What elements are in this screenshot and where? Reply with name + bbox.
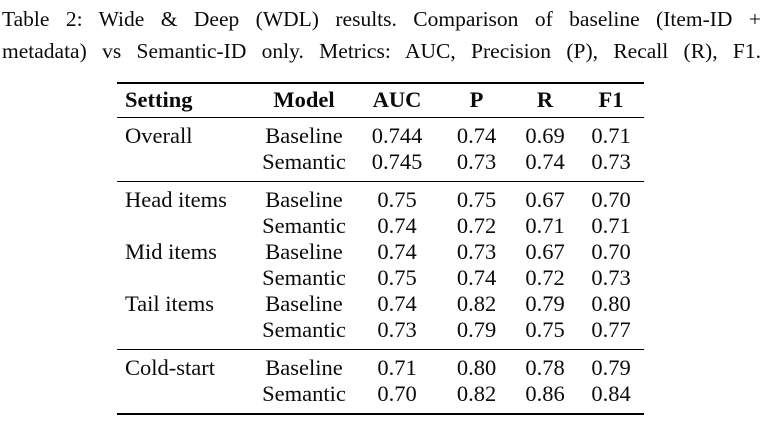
cell-p: 0.73 [456,148,497,174]
cell-p: 0.74 [456,264,497,290]
cell-p: 0.73 [456,238,497,264]
cell-model: Baseline [265,122,343,148]
cell-auc: 0.70 [377,380,417,406]
cell-r: 0.79 [525,290,565,316]
table-row: Semantic 0.75 0.74 0.72 0.73 [117,265,644,291]
cell-p: 0.72 [456,212,497,238]
cell-f1: 0.70 [591,238,631,264]
col-header-r: R [536,87,554,113]
cell-p: 0.82 [456,380,497,406]
cell-model: Semantic [262,380,346,406]
cell-p: 0.75 [456,186,497,212]
cell-setting: Overall [125,122,193,148]
cell-model: Semantic [262,148,346,174]
cell-f1: 0.84 [591,380,631,406]
results-table: Setting Model AUC P R F1 Overall Baselin… [117,82,644,415]
cell-p: 0.82 [456,290,497,316]
cell-setting [117,317,255,350]
cell-setting [117,149,255,182]
cell-auc: 0.74 [377,238,417,264]
col-header-model: Model [273,87,335,113]
cell-r: 0.69 [525,122,565,148]
cell-r: 0.67 [525,238,565,264]
cell-model: Semantic [262,264,346,290]
cell-model: Baseline [265,354,343,380]
cell-f1: 0.73 [591,264,631,290]
caption-line-1: Table 2: Wide & Deep (WDL) results. Comp… [2,7,761,31]
cell-f1: 0.70 [591,186,631,212]
cell-f1: 0.71 [591,212,631,238]
cell-auc: 0.744 [371,122,423,148]
cell-auc: 0.73 [377,316,417,342]
cell-p: 0.74 [456,122,497,148]
cell-setting [117,265,255,291]
col-header-p: P [469,87,484,113]
cell-auc: 0.74 [377,212,417,238]
cell-setting [117,213,255,239]
cell-r: 0.75 [525,316,565,342]
cell-model: Baseline [265,186,343,212]
table-header: Setting Model AUC P R F1 [117,83,644,117]
cell-setting: Cold-start [125,354,215,380]
cell-r: 0.72 [525,264,565,290]
cell-auc: 0.71 [377,354,417,380]
table-row: Cold-start Baseline 0.71 0.80 0.78 0.79 [117,349,644,381]
cell-f1: 0.77 [591,316,631,342]
caption-line-2: metadata) vs Semantic-ID only. Metrics: … [2,39,761,63]
cell-auc: 0.745 [371,148,423,174]
table-row: Semantic 0.74 0.72 0.71 0.71 [117,213,644,239]
cell-r: 0.67 [525,186,565,212]
cell-f1: 0.71 [591,122,631,148]
table-row: Mid items Baseline 0.74 0.73 0.67 0.70 [117,239,644,265]
col-header-f1: F1 [598,87,624,113]
col-header-setting: Setting [125,87,193,113]
cell-p: 0.80 [456,354,497,380]
cell-setting: Tail items [125,290,215,316]
col-header-auc: AUC [372,87,422,113]
cell-auc: 0.75 [377,264,417,290]
cell-auc: 0.74 [377,290,417,316]
table-row: Semantic 0.745 0.73 0.74 0.73 [117,149,644,182]
header-row: Setting Model AUC P R F1 [117,83,644,117]
cell-model: Semantic [262,316,346,342]
cell-p: 0.79 [456,316,497,342]
section-overall: Overall Baseline 0.744 0.74 0.69 0.71 Se… [117,117,644,181]
cell-r: 0.86 [525,380,565,406]
table-caption: Table 2: Wide & Deep (WDL) results. Comp… [2,3,761,67]
cell-model: Baseline [265,238,343,264]
table-row: Tail items Baseline 0.74 0.82 0.79 0.80 [117,291,644,317]
cell-f1: 0.73 [591,148,631,174]
table-row: Head items Baseline 0.75 0.75 0.67 0.70 [117,181,644,213]
cell-auc: 0.75 [377,186,417,212]
table-row: Overall Baseline 0.744 0.74 0.69 0.71 [117,117,644,149]
cell-f1: 0.79 [591,354,631,380]
cell-r: 0.74 [525,148,565,174]
table-row: Semantic 0.73 0.79 0.75 0.77 [117,317,644,350]
cell-model: Baseline [265,290,343,316]
cell-r: 0.71 [525,212,565,238]
section-popularity-buckets: Head items Baseline 0.75 0.75 0.67 0.70 … [117,181,644,349]
cell-setting [117,381,255,414]
cell-f1: 0.80 [591,290,631,316]
section-cold-start: Cold-start Baseline 0.71 0.80 0.78 0.79 … [117,349,644,414]
table-row: Semantic 0.70 0.82 0.86 0.84 [117,381,644,414]
cell-r: 0.78 [525,354,565,380]
cell-setting: Head items [125,186,227,212]
cell-model: Semantic [262,212,346,238]
cell-setting: Mid items [125,238,217,264]
